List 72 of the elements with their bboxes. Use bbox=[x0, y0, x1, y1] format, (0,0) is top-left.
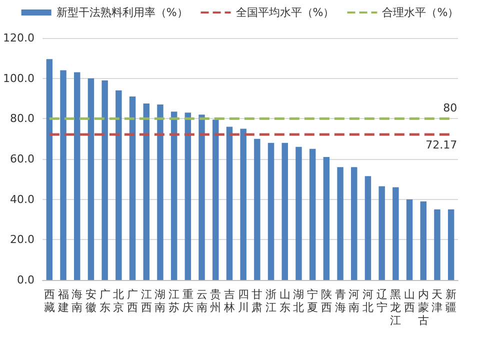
x-tick-label: 陕西 bbox=[320, 288, 332, 314]
bar bbox=[406, 199, 413, 280]
bar bbox=[102, 80, 108, 280]
y-tick-label: 60.0 bbox=[10, 152, 34, 166]
bar bbox=[212, 120, 219, 280]
bar bbox=[268, 142, 274, 280]
y-tick-label: 100.0 bbox=[2, 72, 34, 85]
x-tick-label: 安徽 bbox=[85, 288, 96, 314]
x-tick-label: 海南 bbox=[72, 288, 83, 314]
bar bbox=[337, 167, 344, 280]
x-tick-label: 甘肃 bbox=[252, 288, 263, 314]
x-tick-label: 江西 bbox=[140, 288, 152, 314]
x-tick-label: 青海 bbox=[334, 288, 346, 314]
x-tick-label: 浙江 bbox=[266, 288, 277, 314]
bar bbox=[392, 187, 399, 280]
x-tick-label: 湖北 bbox=[293, 288, 304, 314]
bar bbox=[420, 201, 426, 280]
legend-label: 新型干法熟料利用率（%） bbox=[56, 6, 188, 19]
bar bbox=[378, 186, 385, 280]
bar bbox=[170, 112, 178, 280]
bar bbox=[351, 167, 358, 280]
x-tick-label: 山西 bbox=[404, 288, 416, 314]
x-tick-label: 云南 bbox=[196, 288, 208, 314]
legend-label: 全国平均水平（%） bbox=[236, 6, 334, 19]
bar bbox=[323, 156, 330, 280]
x-tick-label: 宁夏 bbox=[307, 288, 318, 314]
bar bbox=[74, 72, 80, 280]
x-tick-label: 广东 bbox=[99, 288, 110, 314]
bar bbox=[282, 142, 288, 280]
bar bbox=[157, 104, 164, 280]
x-tick-label: 四川 bbox=[238, 288, 249, 314]
bar bbox=[143, 104, 150, 280]
bar bbox=[296, 146, 302, 280]
bar bbox=[46, 59, 53, 280]
bar bbox=[88, 78, 94, 280]
x-tick-label: 山东 bbox=[279, 288, 290, 314]
bar bbox=[198, 114, 205, 280]
bar bbox=[226, 126, 233, 280]
x-tick-label: 黑龙江 bbox=[390, 288, 402, 327]
x-tick-label: 重庆 bbox=[182, 288, 194, 314]
bar bbox=[240, 128, 246, 280]
bar bbox=[129, 96, 136, 280]
legend-label: 合理水平（%） bbox=[382, 6, 459, 19]
x-tick-label: 贵州 bbox=[210, 288, 222, 314]
bar bbox=[254, 138, 260, 280]
x-tick-label: 辽宁 bbox=[376, 288, 388, 314]
y-tick-label: 80.0 bbox=[10, 112, 34, 126]
x-tick-label: 西藏 bbox=[44, 288, 55, 314]
x-tick-label: 吉林 bbox=[222, 288, 235, 314]
x-tick-label: 江苏 bbox=[168, 288, 180, 314]
x-tick-label: 福建 bbox=[56, 288, 69, 314]
y-tick-label: 20.0 bbox=[10, 233, 34, 246]
bar bbox=[309, 148, 316, 280]
y-tick-label: 0.0 bbox=[16, 274, 34, 286]
x-tick-label: 新疆 bbox=[446, 288, 457, 314]
x-tick-label: 河南 bbox=[348, 288, 360, 314]
data-label: 80 bbox=[443, 102, 458, 115]
x-tick-label: 天津 bbox=[432, 288, 443, 314]
data-label: 72.17 bbox=[426, 138, 458, 152]
y-tick-label: 120.0 bbox=[2, 32, 34, 44]
x-tick-label: 河北 bbox=[362, 288, 374, 314]
bar bbox=[116, 90, 122, 280]
x-tick-label: 湖南 bbox=[154, 288, 166, 314]
bar bbox=[364, 176, 372, 280]
x-tick-label: 内蒙古 bbox=[418, 288, 429, 327]
x-tick-label: 广西 bbox=[127, 288, 138, 314]
bar bbox=[434, 209, 440, 280]
y-tick-label: 40.0 bbox=[10, 192, 34, 206]
bar bbox=[184, 112, 192, 280]
x-tick-label: 北京 bbox=[113, 288, 124, 314]
bar bbox=[448, 209, 454, 280]
bar bbox=[60, 70, 66, 280]
